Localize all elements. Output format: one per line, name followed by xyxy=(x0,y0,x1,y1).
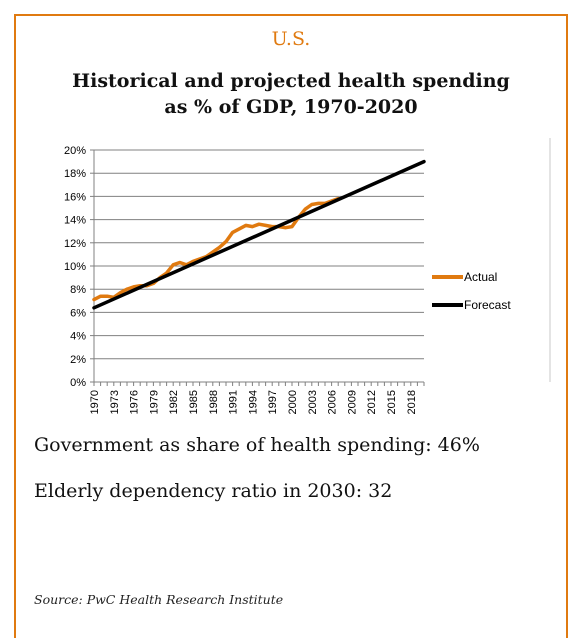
y-tick-label: 16% xyxy=(64,191,86,203)
chart-title: Historical and projected health spending… xyxy=(16,68,566,120)
x-tick-label: 1970 xyxy=(89,390,101,414)
x-tick-label: 2006 xyxy=(327,390,339,414)
y-tick-label: 12% xyxy=(64,238,86,250)
x-axis-ticks: 1970 1973 1976 1979 1982 1985 1988 1991 1994 1997… xyxy=(89,382,425,414)
chart-legend: Actual Forecast xyxy=(432,270,511,312)
series-line-forecast xyxy=(92,159,426,310)
y-tick-label: 14% xyxy=(64,215,86,227)
x-tick-label: 2003 xyxy=(307,390,319,414)
legend-label-actual: Actual xyxy=(464,270,497,284)
x-tick-label: 2018 xyxy=(406,390,418,414)
x-tick-label: 1982 xyxy=(168,390,180,414)
x-tick-label: 1988 xyxy=(208,390,220,414)
chart-series xyxy=(92,159,426,310)
line-chart: 0%2%4%6%8%10%12%14%16%18%20% 1970 1973 197… xyxy=(64,138,551,414)
chart-title-line-2: as % of GDP, 1970-2020 xyxy=(164,96,418,118)
infographic-card: U.S. Historical and projected health spe… xyxy=(14,14,568,638)
legend-label-forecast: Forecast xyxy=(464,298,511,312)
y-tick-label: 10% xyxy=(64,261,86,273)
y-tick-label: 20% xyxy=(64,145,86,157)
series-line-actual xyxy=(92,196,340,302)
x-tick-label: 1973 xyxy=(109,390,121,414)
stat-elderly-dependency: Elderly dependency ratio in 2030: 32 xyxy=(34,480,393,502)
chart-title-line-1: Historical and projected health spending xyxy=(72,70,510,92)
x-tick-label: 2000 xyxy=(287,390,299,414)
y-tick-label: 4% xyxy=(70,331,86,343)
x-tick-label: 1979 xyxy=(148,390,160,414)
x-tick-label: 1997 xyxy=(267,390,279,414)
stat-government-share: Government as share of health spending: … xyxy=(34,434,480,456)
y-tick-label: 0% xyxy=(70,377,86,389)
y-axis-ticks: 0% 2% 4% 6% 8% 10% 12% 14% 16% 18% 20% xyxy=(64,145,94,389)
source-note: Source: PwC Health Research Institute xyxy=(34,592,284,607)
x-tick-label: 1976 xyxy=(129,390,141,414)
x-tick-label: 2012 xyxy=(366,390,378,414)
x-tick-label: 1994 xyxy=(247,390,259,414)
x-tick-label: 2015 xyxy=(386,390,398,414)
y-tick-label: 6% xyxy=(70,307,86,319)
y-tick-label: 18% xyxy=(64,168,86,180)
y-tick-label: 8% xyxy=(70,284,86,296)
x-tick-label: 1985 xyxy=(188,390,200,414)
chart-gridlines xyxy=(93,138,551,383)
x-tick-label: 2009 xyxy=(346,390,358,414)
region-label: U.S. xyxy=(271,28,311,50)
y-tick-label: 2% xyxy=(70,354,86,366)
x-tick-label: 1991 xyxy=(228,390,240,414)
